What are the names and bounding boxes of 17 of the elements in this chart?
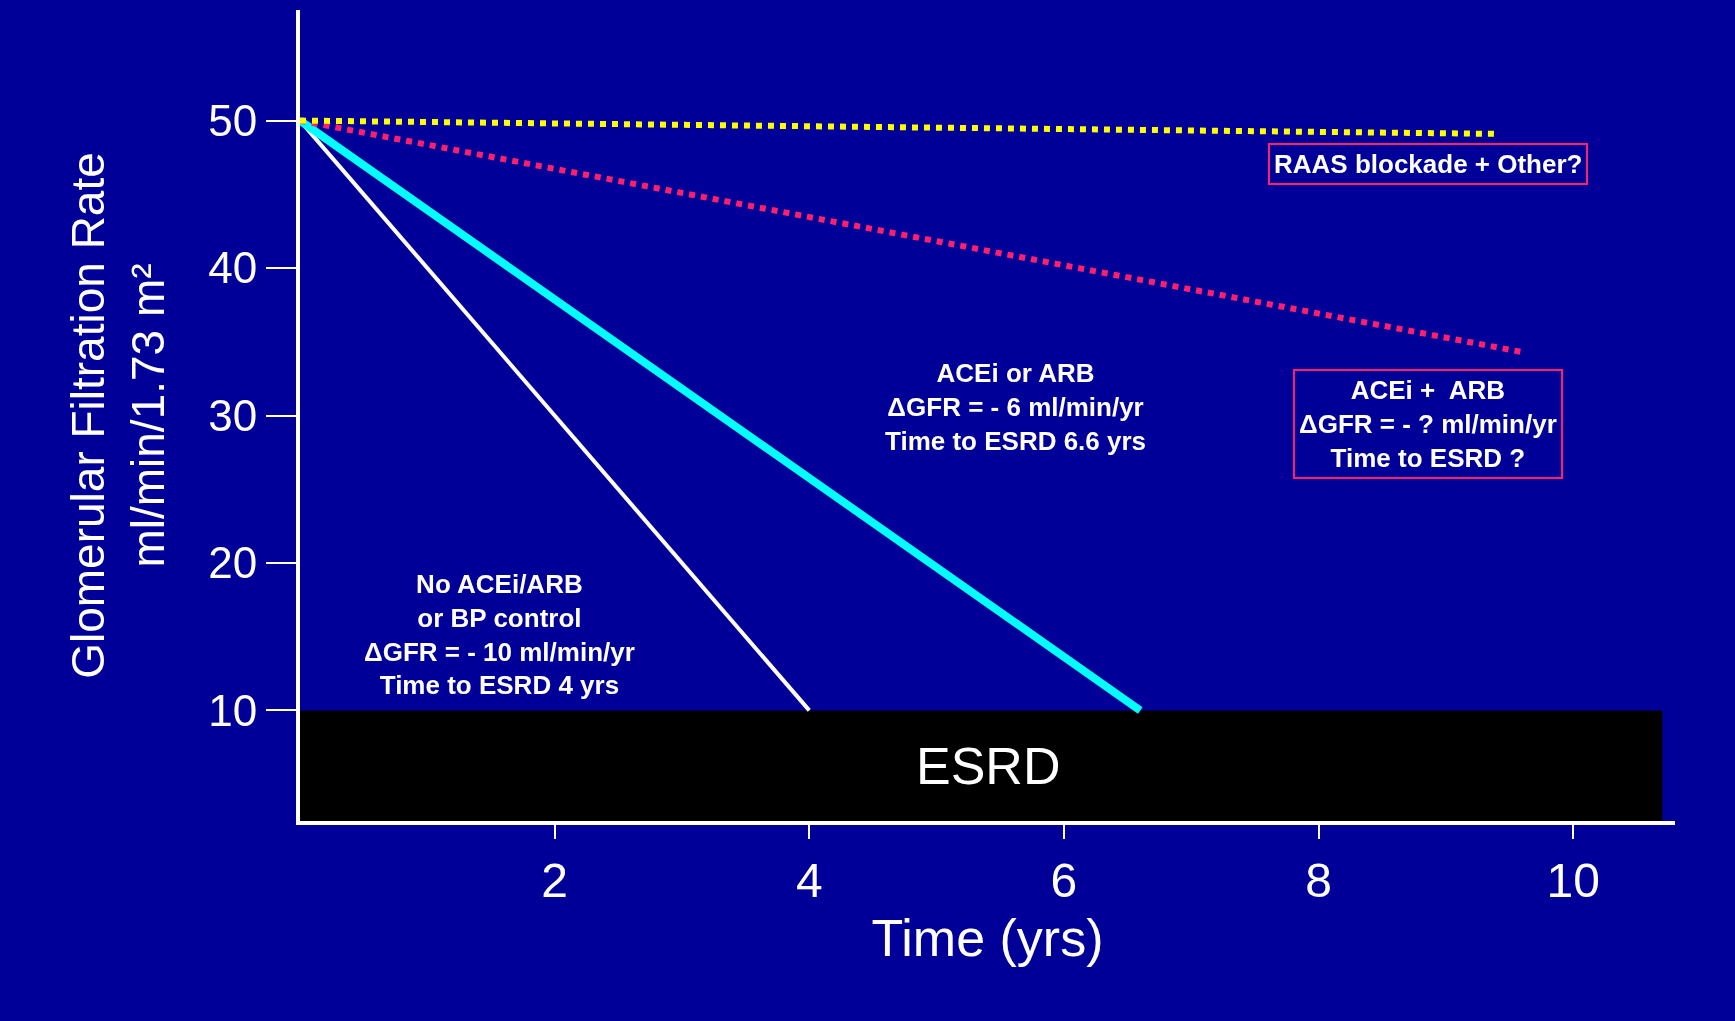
x-axis-title: Time (yrs): [871, 909, 1104, 967]
annotation: No ACEi/ARB or BP control ΔGFR = - 10 ml/min/yr Time to ESRD 4 yrs: [364, 569, 635, 701]
annotation: RAAS blockade + Other?: [1274, 149, 1583, 179]
y-axis-title: Glomerular Filtration Rate ml/min/1.73 m²: [62, 152, 175, 679]
x-tick-label: 2: [541, 853, 568, 907]
y-tick-label: 30: [208, 390, 258, 440]
y-tick-label: 10: [208, 685, 258, 735]
y-tick-label: 20: [208, 538, 258, 588]
annotation: ACEi or ARB ΔGFR = - 6 ml/min/yr Time to ESRD 6.6 yrs: [885, 358, 1147, 456]
annotation: ACEi + ARB ΔGFR = - ? ml/min/yr Time to ESRD ?: [1299, 375, 1557, 473]
x-tick-label: 6: [1050, 853, 1078, 907]
y-tick-label: 50: [208, 95, 258, 145]
x-tick-label: 4: [795, 853, 823, 907]
band-label: ESRD: [916, 737, 1061, 795]
y-tick-label: 40: [208, 243, 258, 293]
x-tick-label: 10: [1546, 853, 1600, 907]
x-tick-label: 8: [1305, 853, 1332, 907]
